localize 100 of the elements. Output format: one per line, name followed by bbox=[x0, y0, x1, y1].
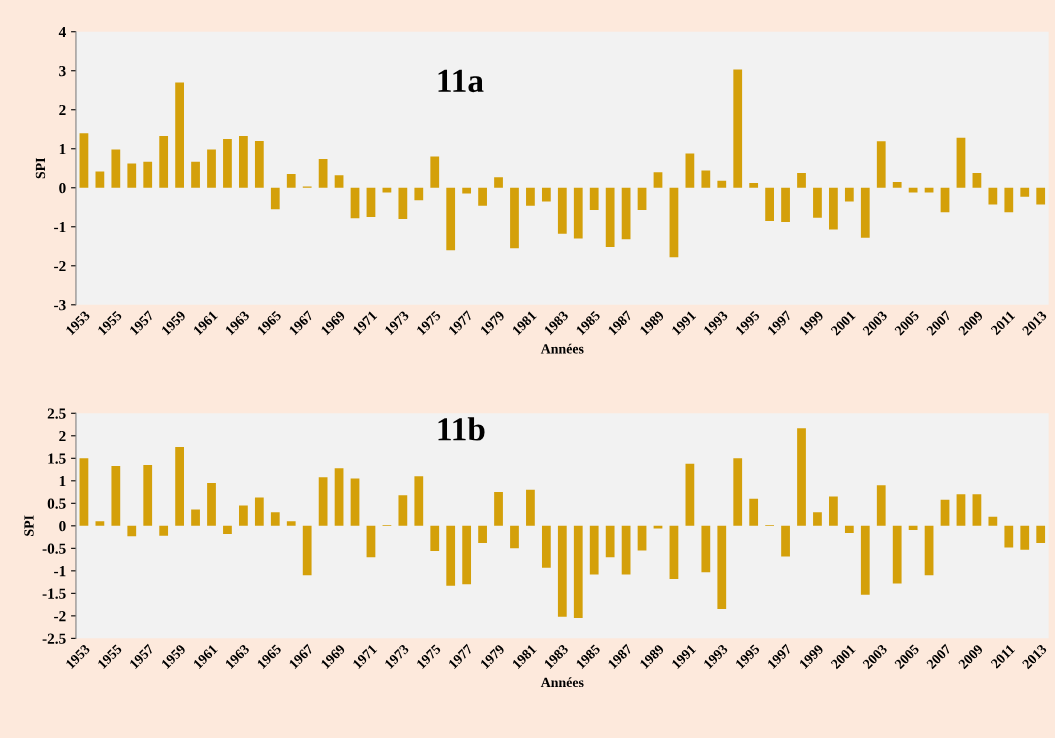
bar bbox=[494, 492, 503, 526]
bar bbox=[254, 140, 264, 188]
bar bbox=[541, 525, 551, 568]
annotation: 11a bbox=[438, 69, 484, 93]
bar bbox=[207, 149, 216, 188]
bar bbox=[159, 135, 169, 188]
bar bbox=[717, 180, 727, 188]
bar bbox=[988, 187, 998, 205]
bar bbox=[733, 458, 743, 526]
bar bbox=[478, 525, 487, 543]
bar bbox=[111, 465, 121, 526]
bar bbox=[589, 525, 599, 575]
bar bbox=[398, 187, 408, 219]
bar bbox=[254, 497, 264, 526]
bar bbox=[781, 187, 790, 223]
bar bbox=[908, 525, 918, 530]
bar bbox=[175, 82, 184, 188]
bar bbox=[940, 499, 950, 526]
bar bbox=[860, 525, 870, 595]
bar bbox=[159, 525, 169, 536]
bar bbox=[270, 187, 280, 210]
y-tick-label: 1 bbox=[59, 476, 66, 487]
bar bbox=[366, 187, 376, 218]
bar bbox=[1020, 525, 1030, 550]
bar bbox=[573, 525, 583, 619]
bar bbox=[589, 187, 599, 210]
bar bbox=[398, 495, 408, 526]
bar bbox=[1004, 187, 1014, 213]
y-tick-label: -2.5 bbox=[42, 633, 66, 644]
bar bbox=[876, 485, 886, 526]
bar bbox=[573, 187, 583, 239]
bar bbox=[95, 171, 105, 188]
bar bbox=[510, 525, 519, 549]
bar bbox=[446, 525, 456, 586]
bar bbox=[127, 163, 137, 188]
bar bbox=[1036, 187, 1046, 205]
bar bbox=[813, 187, 822, 218]
bar bbox=[765, 187, 774, 221]
y-tick-label: 2.5 bbox=[47, 408, 66, 419]
y-tick-label: -2 bbox=[54, 260, 66, 272]
bar bbox=[127, 525, 137, 537]
bar bbox=[239, 505, 248, 526]
bar bbox=[557, 187, 567, 234]
bar bbox=[860, 187, 870, 238]
bar bbox=[286, 521, 296, 526]
bar bbox=[892, 181, 902, 188]
bar bbox=[350, 478, 360, 526]
bar bbox=[701, 525, 711, 573]
bar bbox=[956, 137, 966, 188]
bar bbox=[892, 525, 902, 584]
y-tick-label: -3 bbox=[54, 299, 66, 311]
bar bbox=[956, 494, 966, 526]
bar bbox=[478, 187, 487, 206]
y-tick-label: 0 bbox=[59, 182, 66, 194]
bar bbox=[318, 158, 328, 188]
y-tick-label: 0 bbox=[59, 520, 66, 532]
bar bbox=[829, 187, 838, 230]
bar bbox=[733, 69, 743, 188]
bar bbox=[924, 525, 934, 576]
bar bbox=[334, 468, 344, 526]
y-tick-label: 2 bbox=[59, 104, 66, 116]
annotation: 11b bbox=[438, 417, 485, 441]
y-tick-label: 1 bbox=[59, 143, 66, 155]
bar bbox=[414, 476, 424, 526]
x-axis-title: Années bbox=[540, 343, 584, 354]
bar bbox=[430, 525, 440, 552]
bar bbox=[446, 187, 456, 251]
bar bbox=[350, 187, 360, 219]
bar bbox=[95, 521, 105, 526]
bar bbox=[972, 172, 982, 188]
bar bbox=[302, 525, 312, 576]
y-tick-label: 3 bbox=[59, 65, 66, 77]
bar bbox=[1004, 525, 1014, 548]
bar bbox=[462, 187, 472, 194]
bar bbox=[175, 447, 184, 526]
bar bbox=[701, 170, 711, 188]
bar bbox=[829, 496, 838, 526]
bar bbox=[621, 187, 631, 240]
y-tick-label: -1 bbox=[54, 221, 66, 233]
bar bbox=[637, 525, 647, 551]
y-tick-label: -1 bbox=[54, 566, 66, 577]
y-tick-label: 2 bbox=[59, 430, 66, 442]
bar bbox=[207, 483, 216, 526]
bar bbox=[143, 161, 153, 188]
bar bbox=[79, 133, 89, 188]
bar bbox=[1036, 525, 1046, 543]
bar bbox=[239, 135, 248, 188]
bar bbox=[653, 172, 663, 188]
bar bbox=[653, 525, 663, 529]
bar bbox=[605, 187, 615, 248]
y-axis-title: SPI bbox=[35, 157, 46, 179]
bar bbox=[605, 525, 615, 558]
bar bbox=[318, 477, 328, 526]
y-axis-title: SPI bbox=[24, 515, 34, 536]
bar bbox=[143, 465, 153, 526]
bar bbox=[1020, 187, 1030, 197]
bar bbox=[414, 187, 424, 201]
bar bbox=[749, 498, 759, 526]
bar bbox=[797, 428, 806, 526]
y-tick-label: -1.5 bbox=[42, 588, 66, 599]
